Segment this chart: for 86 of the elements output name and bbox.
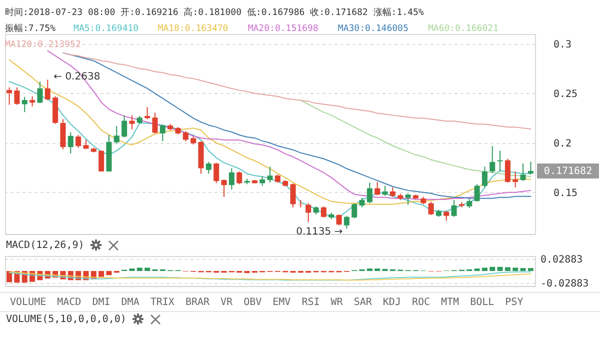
candlestick: [352, 202, 358, 219]
candlestick: [236, 171, 242, 185]
text: KDJ: [382, 296, 401, 308]
candlestick: [114, 126, 120, 144]
candlestick: [44, 79, 50, 101]
candlestick: [336, 214, 342, 226]
text: 0.171682: [544, 166, 592, 177]
text: RSI: [302, 296, 320, 308]
candlestick: [405, 193, 411, 206]
text: TRIX: [150, 296, 174, 308]
text: MA30:0.146005: [338, 24, 408, 34]
text: MA20:0.151698: [248, 24, 318, 34]
candlestick: [497, 150, 503, 172]
text: BOLL: [470, 296, 494, 308]
candlestick: [14, 86, 20, 106]
candlestick: [122, 114, 128, 138]
candlestick: [490, 146, 496, 174]
text: ROC: [412, 296, 430, 308]
candlestick: [290, 183, 296, 208]
text: EMV: [272, 296, 291, 308]
candlestick: [520, 163, 526, 182]
candlestick: [160, 124, 166, 142]
text: MA60:0.166021: [428, 24, 498, 34]
text: VOLUME(5,10,0,0,0,0): [6, 314, 126, 324]
candlestick: [152, 112, 158, 134]
candlestick: [320, 206, 326, 218]
y-tick-label: 0.02883: [540, 254, 583, 266]
chart-subtitle: 振幅:7.75%: [5, 23, 56, 34]
candlestick: [22, 96, 28, 113]
y-tick-label: 0.3: [554, 39, 572, 50]
candlestick: [428, 201, 434, 216]
candlestick: [30, 96, 36, 107]
candlestick: [129, 114, 135, 130]
y-tick-label: 0.25: [554, 88, 578, 100]
line-series: [62, 52, 532, 130]
text: OBV: [244, 296, 262, 308]
candlestick: [504, 158, 510, 184]
y-tick-label: 0.2: [554, 138, 572, 150]
text: BRAR: [185, 296, 210, 308]
chart-title: MACD(12,26,9): [6, 240, 84, 250]
candlestick: [98, 150, 104, 172]
candlestick: [444, 210, 450, 222]
candlestick: [366, 182, 372, 204]
candlestick: [390, 186, 396, 198]
line-series: [8, 271, 532, 281]
text: MACD: [57, 296, 82, 308]
candlestick: [6, 86, 12, 106]
candlestick: [374, 181, 380, 196]
annotation: 0.1135 →: [296, 226, 343, 238]
candlestick: [68, 132, 74, 154]
candlestick: [182, 130, 188, 142]
text: WR: [330, 296, 343, 308]
chart-title: 时间:2018-07-23 08:00 开:0.169216 高:0.181000 低:0.167986 收:0.171682 涨幅:1.45%: [5, 7, 424, 18]
candlestick: [260, 176, 266, 186]
candlestick: [359, 197, 365, 208]
text: SAR: [354, 296, 372, 308]
candlestick: [267, 166, 273, 184]
text: PSY: [505, 296, 524, 308]
candlestick: [37, 81, 43, 104]
candlestick: [298, 200, 304, 208]
candlestick: [144, 106, 150, 120]
candlestick: [382, 185, 388, 196]
line-series: [8, 59, 532, 205]
candlestick: [451, 200, 457, 218]
candlestick: [474, 184, 480, 202]
candlestick: [206, 161, 212, 174]
candlestick: [228, 168, 234, 190]
candlestick: [344, 215, 350, 230]
text: MTM: [441, 296, 460, 308]
candlestick: [306, 202, 312, 223]
candlestick: [214, 162, 220, 184]
candlestick: [83, 139, 89, 150]
candlestick: [76, 134, 82, 148]
text: DMI: [92, 296, 110, 308]
candlestick: [512, 170, 518, 188]
y-tick-label: -0.02883: [540, 278, 589, 290]
series-label: MA120:0.213952: [5, 40, 81, 50]
text: DMA: [121, 296, 140, 308]
text: VR: [220, 296, 233, 308]
text: MA10:0.163470: [158, 24, 228, 34]
text: VOLUME: [10, 296, 46, 308]
text: MA5:0.169410: [74, 24, 139, 34]
candlestick: [221, 178, 227, 198]
y-tick-label: 0.15: [554, 188, 578, 199]
candlestick: [482, 166, 488, 188]
candlestick: [528, 161, 534, 176]
